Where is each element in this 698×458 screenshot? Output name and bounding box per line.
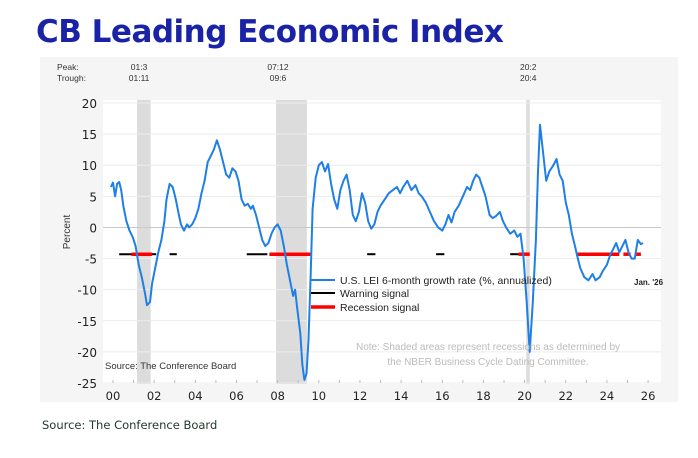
- latest-date-annotation: Jan. '26: [634, 278, 664, 287]
- x-ticks: 00 02 04 06 08 10 12 14 16 18 20 22 24 26: [106, 380, 656, 403]
- recession-band: [275, 100, 307, 384]
- y-tick-label: -15: [77, 315, 97, 329]
- recession-note-line2: the NBER Business Cycle Dating Committee…: [387, 357, 588, 368]
- trough-date: 20:4: [520, 73, 537, 83]
- legend-label-series: U.S. LEI 6-month growth rate (%, annuali…: [340, 275, 552, 287]
- x-tick-label: 24: [600, 389, 615, 403]
- y-tick-label: 10: [82, 159, 97, 173]
- peak-label: Peak:: [57, 62, 79, 72]
- plot-area: [103, 100, 661, 384]
- y-tick-label: 0: [89, 221, 97, 235]
- footer-source: Source: The Conference Board: [42, 418, 218, 432]
- y-tick-label: 20: [82, 97, 97, 111]
- x-tick-label: 04: [188, 389, 203, 403]
- y-axis-label: Percent: [62, 215, 73, 250]
- x-tick-label: 10: [311, 389, 326, 403]
- x-tick-label: 26: [641, 389, 656, 403]
- y-tick-label: -5: [85, 253, 97, 267]
- y-ticks: 20 15 10 5 0 -5 -10 -15 -20 -25: [77, 97, 97, 391]
- recession-band: [137, 100, 151, 384]
- gridlines: [103, 102, 661, 384]
- x-tick-label: 00: [106, 389, 121, 403]
- peak-date: 07:12: [267, 62, 289, 72]
- x-tick-label: 14: [394, 389, 409, 403]
- trough-date: 01:11: [129, 73, 150, 83]
- trough-label: Trough:: [57, 73, 86, 83]
- peak-date: 20:2: [520, 62, 537, 72]
- x-tick-label: 22: [558, 389, 573, 403]
- legend-label-recession: Recession signal: [340, 302, 419, 314]
- x-tick-label: 02: [147, 389, 162, 403]
- chart-source-label: Source: The Conference Board: [105, 361, 236, 372]
- trough-date: 09:6: [270, 73, 287, 83]
- x-tick-label: 06: [229, 389, 244, 403]
- page-title: CB Leading Economic Index: [36, 14, 504, 50]
- legend: U.S. LEI 6-month growth rate (%, annuali…: [311, 275, 552, 314]
- y-tick-label: -10: [77, 284, 97, 298]
- x-tick-label: 16: [435, 389, 450, 403]
- x-tick-label: 20: [517, 389, 532, 403]
- recession-note-line1: Note: Shaded areas represent recessions …: [356, 342, 620, 353]
- y-tick-label: 5: [89, 190, 97, 204]
- y-tick-label: 15: [82, 128, 97, 142]
- peak-date: 01:3: [131, 62, 148, 72]
- legend-label-warning: Warning signal: [340, 288, 409, 300]
- recession-band: [526, 100, 530, 384]
- x-tick-label: 18: [476, 389, 491, 403]
- y-tick-label: -25: [77, 377, 97, 391]
- x-tick-label: 08: [270, 389, 285, 403]
- recession-bands: [137, 100, 530, 384]
- y-tick-label: -20: [77, 346, 97, 360]
- lei-series-line: [109, 123, 644, 381]
- x-tick-label: 12: [353, 389, 368, 403]
